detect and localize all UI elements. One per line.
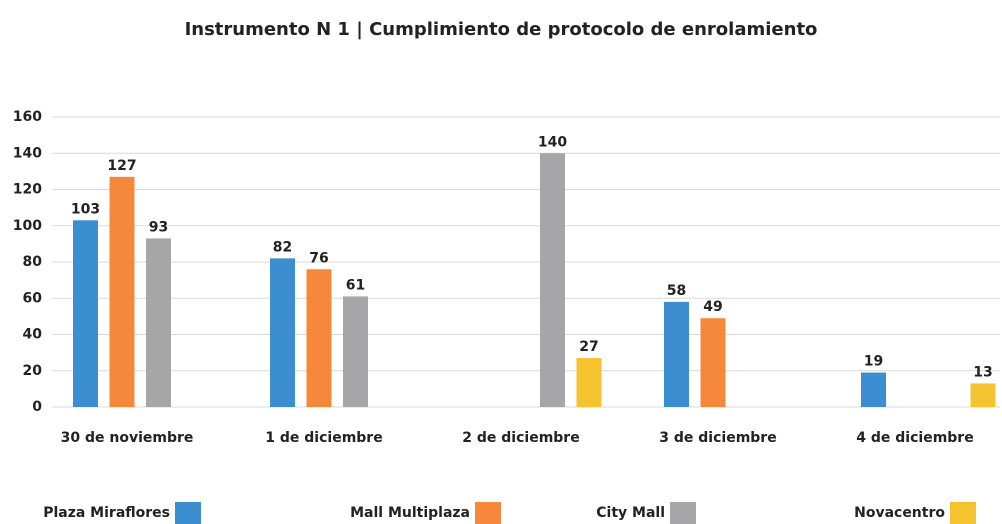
value-label: 140 [538,134,567,150]
legend-swatch [670,502,696,524]
value-label: 61 [346,277,365,293]
bar [576,358,602,407]
legend-label: Plaza Miraflores [43,505,170,521]
bar [970,383,996,407]
value-label: 76 [309,250,328,266]
bar [306,269,332,407]
value-label: 13 [973,364,992,380]
value-label: 103 [71,201,100,217]
bar [146,238,171,407]
legend-label: Novacentro [854,505,945,521]
value-label: 58 [667,283,686,299]
legend-label: City Mall [596,505,665,521]
x-tick-label: 2 de diciembre [462,430,579,446]
y-tick-label: 100 [13,218,42,234]
value-label: 127 [107,158,136,174]
value-label: 93 [149,219,168,235]
y-tick-label: 120 [13,182,42,198]
y-tick-label: 140 [13,145,42,161]
legend-label: Mall Multiplaza [350,505,470,521]
bar [109,176,135,407]
x-tick-label: 4 de diciembre [856,430,973,446]
y-tick-label: 20 [23,363,43,379]
x-tick-label: 30 de noviembre [61,430,194,446]
legend-swatch [175,502,201,524]
y-tick-label: 80 [23,254,43,270]
value-label: 19 [864,354,883,370]
bar [664,301,689,407]
y-tick-label: 0 [32,399,42,415]
legend-swatch [950,502,976,524]
y-tick-label: 160 [13,109,42,125]
bar [73,220,98,407]
value-label: 27 [579,339,598,355]
value-label: 82 [273,239,292,255]
y-tick-label: 40 [23,327,43,343]
bar [700,318,726,407]
bar [540,153,565,407]
bar [861,372,886,407]
y-tick-label: 60 [23,290,43,306]
bar [270,258,295,407]
chart-title: Instrumento N 1 | Cumplimiento de protoc… [185,19,818,40]
bar [343,296,368,407]
legend-swatch [475,502,501,524]
value-label: 49 [703,299,722,315]
x-tick-label: 1 de diciembre [265,430,382,446]
x-tick-label: 3 de diciembre [659,430,776,446]
